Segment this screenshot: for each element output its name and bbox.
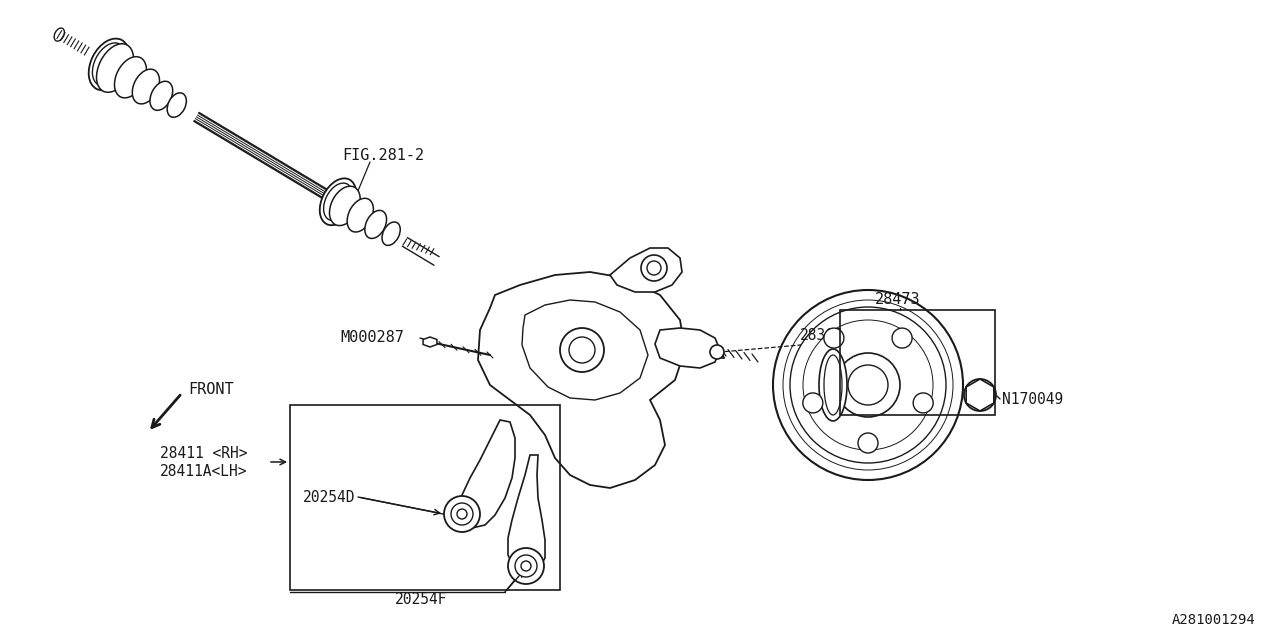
Polygon shape bbox=[522, 300, 648, 400]
Polygon shape bbox=[424, 337, 436, 347]
Text: A281001294: A281001294 bbox=[1171, 613, 1254, 627]
Circle shape bbox=[561, 328, 604, 372]
Circle shape bbox=[913, 393, 933, 413]
Text: 28411A<LH>: 28411A<LH> bbox=[160, 465, 247, 479]
Circle shape bbox=[836, 353, 900, 417]
Ellipse shape bbox=[381, 222, 401, 245]
Circle shape bbox=[964, 379, 996, 411]
Circle shape bbox=[970, 385, 989, 405]
Circle shape bbox=[892, 328, 913, 348]
Text: 20254F: 20254F bbox=[396, 593, 448, 607]
Circle shape bbox=[641, 255, 667, 281]
Text: 28411 <RH>: 28411 <RH> bbox=[160, 445, 247, 461]
Ellipse shape bbox=[132, 69, 160, 104]
Bar bbox=[291, 405, 561, 590]
Text: FIG.281-2: FIG.281-2 bbox=[342, 147, 424, 163]
Ellipse shape bbox=[168, 93, 187, 117]
Polygon shape bbox=[477, 272, 685, 488]
Circle shape bbox=[508, 548, 544, 584]
Ellipse shape bbox=[819, 349, 847, 421]
Circle shape bbox=[521, 561, 531, 571]
Text: M000287: M000287 bbox=[340, 330, 404, 346]
Text: 28365: 28365 bbox=[800, 328, 844, 342]
Ellipse shape bbox=[88, 38, 129, 90]
Text: FRONT: FRONT bbox=[188, 383, 234, 397]
Ellipse shape bbox=[365, 211, 387, 239]
Ellipse shape bbox=[114, 57, 146, 98]
Text: N170049: N170049 bbox=[1002, 392, 1064, 408]
Ellipse shape bbox=[96, 44, 133, 92]
Circle shape bbox=[803, 393, 823, 413]
Circle shape bbox=[773, 290, 963, 480]
Text: 20254D: 20254D bbox=[303, 490, 356, 504]
Ellipse shape bbox=[824, 355, 842, 415]
Polygon shape bbox=[611, 248, 682, 292]
Polygon shape bbox=[966, 379, 993, 411]
Circle shape bbox=[710, 345, 724, 359]
Ellipse shape bbox=[92, 43, 125, 86]
Circle shape bbox=[444, 496, 480, 532]
Ellipse shape bbox=[347, 198, 374, 232]
Polygon shape bbox=[508, 455, 545, 574]
Circle shape bbox=[824, 328, 844, 348]
Circle shape bbox=[646, 261, 660, 275]
Ellipse shape bbox=[324, 183, 352, 221]
Circle shape bbox=[515, 555, 538, 577]
Circle shape bbox=[457, 509, 467, 519]
Text: 28473: 28473 bbox=[876, 292, 920, 307]
Circle shape bbox=[790, 307, 946, 463]
Ellipse shape bbox=[329, 186, 360, 225]
Bar bbox=[840, 310, 995, 415]
Ellipse shape bbox=[54, 28, 64, 41]
Ellipse shape bbox=[320, 179, 356, 225]
Circle shape bbox=[570, 337, 595, 363]
Ellipse shape bbox=[150, 81, 173, 110]
Circle shape bbox=[451, 503, 474, 525]
Circle shape bbox=[849, 365, 888, 405]
Circle shape bbox=[858, 433, 878, 453]
Polygon shape bbox=[458, 420, 515, 528]
Polygon shape bbox=[655, 328, 719, 368]
